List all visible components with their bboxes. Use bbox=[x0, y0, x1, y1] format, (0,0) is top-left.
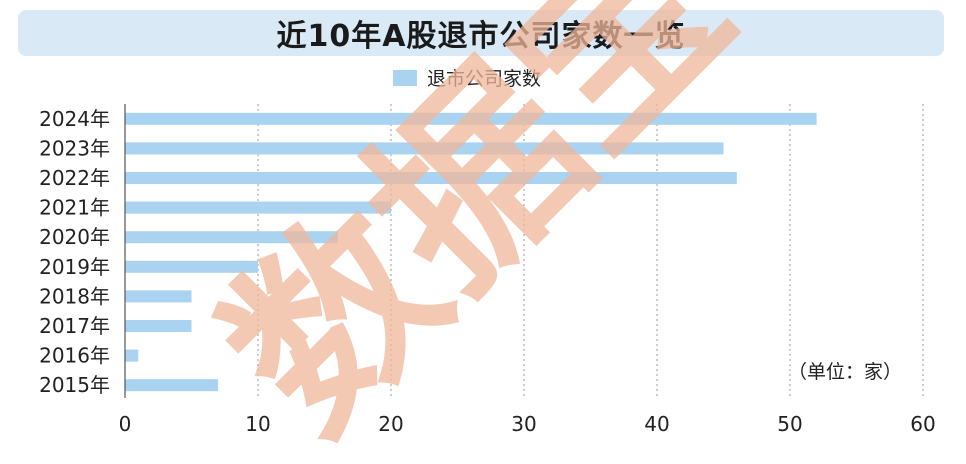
bars bbox=[125, 112, 817, 392]
bar bbox=[125, 379, 219, 392]
x-tick-label: 30 bbox=[511, 412, 536, 436]
legend-swatch bbox=[393, 70, 417, 86]
watermark: 数据宝 bbox=[184, 0, 773, 464]
x-tick-label: 0 bbox=[119, 412, 132, 436]
x-tick-label: 10 bbox=[245, 412, 270, 436]
unit-note: （单位：家） bbox=[788, 361, 902, 383]
x-tick-label: 60 bbox=[910, 412, 935, 436]
y-category-label: 2019年 bbox=[39, 255, 110, 279]
bar bbox=[125, 201, 391, 214]
y-category-label: 2020年 bbox=[39, 225, 110, 249]
y-category-label: 2022年 bbox=[39, 166, 110, 190]
y-category-label: 2023年 bbox=[39, 136, 110, 160]
legend: 退市公司家数 bbox=[393, 68, 541, 90]
title-banner: 近10年A股退市公司家数一览 bbox=[18, 10, 944, 56]
bar bbox=[125, 142, 724, 155]
bar bbox=[125, 349, 139, 362]
bar bbox=[125, 290, 192, 303]
x-tick-label: 40 bbox=[644, 412, 669, 436]
bar bbox=[125, 231, 338, 244]
y-category-label: 2024年 bbox=[39, 107, 110, 131]
bar bbox=[125, 172, 737, 184]
x-tick-label: 50 bbox=[777, 412, 802, 436]
bar bbox=[125, 260, 258, 273]
y-category-label: 2017年 bbox=[39, 314, 110, 338]
y-category-label: 2016年 bbox=[39, 344, 110, 368]
y-category-label: 2021年 bbox=[39, 196, 110, 220]
chart-title: 近10年A股退市公司家数一览 bbox=[276, 19, 686, 54]
grid-lines bbox=[257, 104, 924, 398]
bar bbox=[125, 112, 817, 125]
bar bbox=[125, 320, 192, 332]
x-tick-label: 20 bbox=[378, 412, 403, 436]
y-category-label: 2015年 bbox=[39, 373, 110, 397]
y-category-label: 2018年 bbox=[39, 284, 110, 308]
legend-label: 退市公司家数 bbox=[427, 68, 541, 90]
labels: 0 10 20 30 40 50 60 2024年 2023年 2022年 2021年 2020年 20… bbox=[39, 107, 936, 436]
